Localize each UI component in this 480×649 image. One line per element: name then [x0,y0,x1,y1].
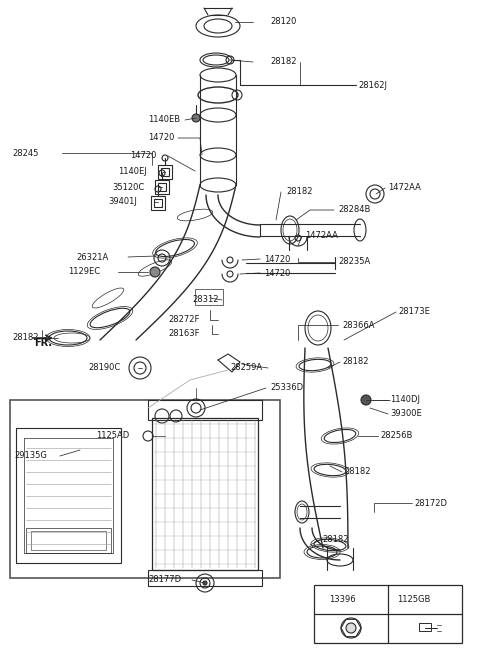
Text: FR.: FR. [34,338,52,348]
Bar [314,585,462,643]
Text: 1472AA: 1472AA [388,184,421,193]
Text: 35120C: 35120C [112,182,144,191]
Text: 28182: 28182 [12,334,38,343]
Circle shape [203,581,207,585]
Bar [16,428,121,563]
Bar [26,528,111,553]
Text: 28245: 28245 [12,149,38,158]
Text: 28312: 28312 [192,295,218,304]
Text: 28256B: 28256B [380,432,412,441]
Text: 1140DJ: 1140DJ [390,395,420,404]
Text: 1129EC: 1129EC [68,267,100,276]
Bar [148,570,262,586]
Text: 14720: 14720 [130,151,156,160]
Circle shape [192,114,200,122]
Bar [10,400,280,578]
Text: 28120: 28120 [270,18,296,27]
Text: 14720: 14720 [264,269,290,278]
Text: 26321A: 26321A [76,252,108,262]
Text: 28162J: 28162J [358,80,387,90]
Text: 28172D: 28172D [414,498,447,508]
Text: 28182: 28182 [270,58,297,66]
Text: 39401J: 39401J [108,197,137,206]
Text: 28182: 28182 [344,467,371,476]
Text: 1125AD: 1125AD [96,432,129,441]
Circle shape [361,395,371,405]
Text: 28366A: 28366A [342,321,374,330]
Text: 28190C: 28190C [88,363,120,373]
Bar [151,196,165,210]
Text: 1140EJ: 1140EJ [118,167,147,177]
Bar [158,165,172,179]
Bar [31,531,106,550]
Circle shape [150,267,160,277]
Text: 29135G: 29135G [14,452,47,461]
Bar [154,199,162,207]
Bar [419,623,431,631]
Text: 25336D: 25336D [270,384,303,393]
Text: 28182: 28182 [322,535,348,545]
Text: 39300E: 39300E [390,410,422,419]
Bar [148,400,262,420]
Text: 28235A: 28235A [338,258,370,267]
Text: 1140EB: 1140EB [148,116,180,125]
Text: 28272F: 28272F [168,315,199,324]
Text: 28163F: 28163F [168,330,200,339]
Bar [158,183,166,191]
Text: 1125GB: 1125GB [397,594,431,604]
Bar [161,168,169,176]
Bar [195,289,223,305]
Text: 28173E: 28173E [398,308,430,317]
Text: 28284B: 28284B [338,206,371,215]
Text: 28177D: 28177D [148,576,181,585]
Text: 13396: 13396 [329,594,355,604]
Text: 28182: 28182 [342,358,369,367]
Text: 28182: 28182 [286,188,312,197]
Text: 1472AA: 1472AA [305,232,338,241]
Text: 14720: 14720 [148,134,174,143]
Circle shape [346,623,356,633]
Text: 14720: 14720 [264,254,290,263]
Bar [155,180,169,194]
Text: 28259A: 28259A [230,363,262,373]
Bar [152,418,258,570]
